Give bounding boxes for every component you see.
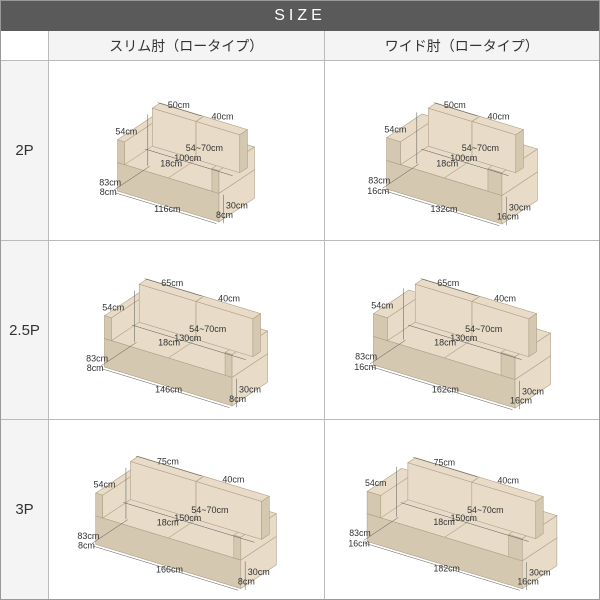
sofa-diagram: 54cm50cm40cm54~70cm100cm18cm83cm132cm16c… — [350, 61, 573, 240]
svg-text:54cm: 54cm — [384, 125, 406, 135]
svg-text:8cm: 8cm — [229, 394, 246, 404]
svg-text:162cm: 162cm — [432, 385, 459, 395]
size-row: 2P54cm50cm40cm54~70cm100cm18cm83cm116cm8… — [1, 61, 599, 241]
svg-text:40cm: 40cm — [487, 112, 509, 122]
svg-text:54cm: 54cm — [102, 302, 124, 312]
sofa-cell: 54cm75cm40cm54~70cm150cm18cm83cm166cm8cm… — [49, 420, 325, 599]
col-header-wide: ワイド肘（ロータイプ） — [325, 31, 600, 61]
svg-text:16cm: 16cm — [517, 576, 538, 586]
svg-text:30cm: 30cm — [522, 386, 544, 396]
svg-text:83cm: 83cm — [99, 178, 121, 188]
svg-text:16cm: 16cm — [497, 212, 519, 222]
size-row: 3P54cm75cm40cm54~70cm150cm18cm83cm166cm8… — [1, 420, 599, 599]
svg-text:54cm: 54cm — [371, 300, 393, 310]
svg-text:30cm: 30cm — [529, 567, 550, 577]
svg-text:54cm: 54cm — [365, 478, 386, 488]
svg-text:16cm: 16cm — [367, 186, 389, 196]
svg-text:40cm: 40cm — [212, 112, 234, 122]
svg-text:40cm: 40cm — [494, 293, 516, 303]
svg-text:18cm: 18cm — [158, 338, 180, 348]
svg-text:40cm: 40cm — [497, 475, 518, 485]
svg-text:132cm: 132cm — [430, 205, 457, 215]
svg-text:40cm: 40cm — [218, 293, 240, 303]
svg-text:30cm: 30cm — [239, 384, 261, 394]
svg-text:83cm: 83cm — [78, 530, 100, 540]
col-header-slim: スリム肘（ロータイプ） — [49, 31, 325, 61]
sofa-cell: 54cm65cm40cm54~70cm130cm18cm83cm146cm8cm… — [49, 241, 325, 420]
svg-text:116cm: 116cm — [154, 204, 180, 214]
svg-text:30cm: 30cm — [226, 201, 248, 211]
size-chart: SIZE スリム肘（ロータイプ） ワイド肘（ロータイプ） 2P 54cm 50cm 4… — [0, 0, 600, 600]
sofa-cell: 54cm50cm40cm54~70cm100cm18cm83cm116cm8cm… — [49, 61, 325, 240]
svg-text:65cm: 65cm — [162, 278, 184, 288]
sofa-diagram: 54cm65cm40cm54~70cm130cm18cm83cm162cm16c… — [337, 241, 586, 420]
svg-text:18cm: 18cm — [436, 159, 458, 169]
svg-text:16cm: 16cm — [354, 362, 376, 372]
svg-text:8cm: 8cm — [87, 363, 104, 373]
row-label: 2.5P — [1, 241, 49, 420]
svg-text:8cm: 8cm — [78, 540, 95, 550]
svg-text:8cm: 8cm — [100, 187, 117, 197]
title: SIZE — [1, 1, 599, 31]
row-label: 3P — [1, 420, 49, 599]
sofa-diagram: 54cm50cm40cm54~70cm100cm18cm83cm116cm8cm… — [82, 61, 291, 240]
svg-text:16cm: 16cm — [348, 538, 369, 548]
svg-text:50cm: 50cm — [444, 100, 466, 110]
svg-text:8cm: 8cm — [216, 210, 233, 220]
svg-text:18cm: 18cm — [434, 338, 456, 348]
sofa-diagram: 54cm65cm40cm54~70cm130cm18cm83cm146cm8cm… — [69, 241, 304, 420]
sofa-cell: 54cm75cm40cm54~70cm150cm18cm83cm182cm16c… — [325, 420, 600, 599]
svg-text:54~70cm: 54~70cm — [462, 144, 499, 154]
svg-text:83cm: 83cm — [368, 176, 390, 186]
svg-text:18cm: 18cm — [160, 159, 182, 169]
svg-text:30cm: 30cm — [248, 567, 270, 577]
sofa-cell: 54cm65cm40cm54~70cm130cm18cm83cm162cm16c… — [325, 241, 600, 420]
svg-text:146cm: 146cm — [155, 384, 182, 394]
header-spacer — [1, 31, 49, 61]
svg-text:40cm: 40cm — [223, 474, 245, 484]
svg-text:18cm: 18cm — [433, 517, 454, 527]
svg-text:54cm: 54cm — [116, 127, 138, 137]
svg-text:83cm: 83cm — [355, 351, 377, 361]
svg-text:75cm: 75cm — [433, 457, 454, 467]
row-label: 2P — [1, 61, 49, 240]
sofa-diagram: 54cm75cm40cm54~70cm150cm18cm83cm182cm16c… — [332, 420, 592, 599]
svg-text:30cm: 30cm — [509, 203, 531, 213]
svg-text:50cm: 50cm — [168, 100, 190, 110]
header-row: スリム肘（ロータイプ） ワイド肘（ロータイプ） — [1, 31, 599, 61]
svg-text:75cm: 75cm — [157, 456, 179, 466]
svg-text:182cm: 182cm — [433, 563, 459, 573]
svg-text:8cm: 8cm — [238, 576, 255, 586]
svg-text:65cm: 65cm — [437, 278, 459, 288]
size-row: 2.5P54cm65cm40cm54~70cm130cm18cm83cm146c… — [1, 241, 599, 421]
svg-text:54~70cm: 54~70cm — [186, 144, 223, 154]
rows: 2P54cm50cm40cm54~70cm100cm18cm83cm116cm8… — [1, 61, 599, 599]
svg-text:83cm: 83cm — [86, 353, 108, 363]
sofa-cell: 54cm50cm40cm54~70cm100cm18cm83cm132cm16c… — [325, 61, 600, 240]
svg-text:16cm: 16cm — [510, 396, 532, 406]
sofa-diagram: 54cm75cm40cm54~70cm150cm18cm83cm166cm8cm… — [60, 420, 313, 599]
svg-text:18cm: 18cm — [157, 517, 179, 527]
svg-text:54cm: 54cm — [94, 479, 116, 489]
svg-text:83cm: 83cm — [349, 528, 370, 538]
svg-text:166cm: 166cm — [156, 564, 183, 574]
